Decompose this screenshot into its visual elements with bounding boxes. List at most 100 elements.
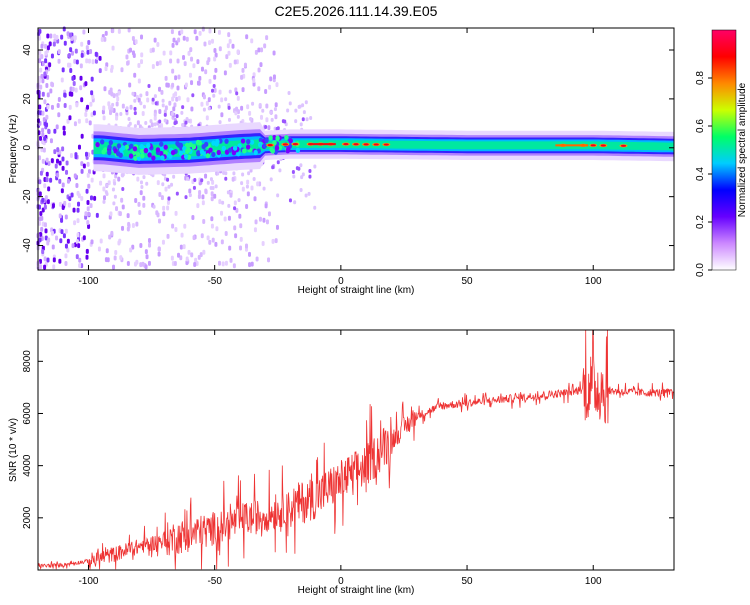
spectrogram-noise-cell: [63, 200, 67, 206]
spectrogram-noise-cell: [214, 184, 218, 189]
spectrogram-noise-cell: [44, 195, 48, 201]
spectrogram-noise-cell: [234, 87, 238, 93]
spectrogram-noise-cell: [291, 169, 295, 174]
spectrogram-noise-cell: [148, 242, 152, 248]
spectrogram-noise-cell: [61, 165, 65, 171]
colorbar-tick-label: 0.4: [695, 167, 706, 181]
spectrogram-noise-cell: [162, 211, 166, 217]
spectrogram-noise-cell: [86, 200, 90, 206]
spectrogram-noise-cell: [197, 254, 201, 260]
spectrogram-noise-cell: [44, 228, 48, 234]
x-tick-label: -50: [207, 276, 222, 287]
spectrogram-noise-cell: [175, 191, 179, 196]
spectrogram-noise-cell: [200, 101, 204, 107]
spectrogram-noise-cell: [52, 257, 56, 263]
spectrogram-noise-cell: [46, 92, 50, 98]
spectrogram-noise-cell: [46, 104, 50, 110]
spectrogram-band-blob: [178, 142, 183, 148]
spectrogram-noise-cell: [65, 169, 69, 175]
spectrogram-noise-cell: [120, 197, 124, 203]
spectrogram-noise-cell: [313, 164, 317, 169]
spectrogram-noise-cell: [57, 112, 61, 118]
spectrogram-noise-cell: [228, 62, 232, 68]
spectrogram-noise-cell: [267, 211, 271, 217]
spectrogram-noise-cell: [40, 215, 44, 221]
spectrogram-noise-cell: [139, 180, 143, 185]
spectrogram-noise-cell: [64, 214, 68, 220]
spectrogram-noise-cell: [184, 82, 188, 88]
spectrogram-noise-cell: [110, 91, 114, 97]
spectrogram-noise-cell: [133, 106, 137, 111]
spectrogram-hot-spot: [292, 143, 299, 146]
spectrogram-noise-cell: [109, 211, 113, 217]
spectrogram-noise-cell: [90, 239, 94, 245]
snr-frame: [37, 329, 675, 571]
spectrogram-noise-cell: [102, 115, 106, 121]
spectrogram-noise-cell: [85, 45, 89, 51]
spectrogram-noise-cell: [38, 155, 42, 161]
spectrogram-band-blob: [249, 139, 255, 145]
x-tick-label: -100: [78, 276, 98, 287]
colorbar-tick-label: 0.8: [695, 71, 706, 85]
spectrogram-frame: [37, 27, 675, 271]
spectrogram-noise-cell: [55, 235, 59, 241]
spectrogram-noise-cell: [227, 203, 231, 208]
spectrogram-band-blob: [155, 147, 161, 153]
spectrogram-noise-cell: [201, 26, 205, 32]
y-tick-label: -20: [22, 189, 33, 204]
spectrogram-noise-cell: [126, 226, 130, 232]
spectrogram-noise-cell: [41, 249, 45, 255]
spectrogram-noise-cell: [252, 176, 256, 181]
spectrogram-noise-cell: [127, 221, 131, 227]
spectrogram-noise-cell: [112, 201, 116, 206]
spectrogram-noise-cell: [85, 254, 89, 260]
spectrogram-noise-cell: [49, 88, 53, 94]
spectrogram-band-blob: [191, 144, 197, 150]
spectrogram-noise-cell: [202, 249, 206, 255]
spectrogram-noise-cell: [258, 216, 262, 222]
spectrogram-band-blob: [151, 155, 156, 161]
x-tick-label: 100: [585, 576, 602, 587]
spectrogram-noise-cell: [235, 207, 239, 213]
spectrogram-band-blob: [116, 143, 122, 149]
spectrogram-noise-cell: [164, 105, 168, 111]
spectrogram-noise-cell: [175, 114, 179, 119]
spectrogram-noise-cell: [286, 108, 290, 113]
spectrogram-noise-cell: [37, 204, 41, 210]
spectrogram-noise-cell: [175, 96, 179, 102]
spectrogram-noise-cell: [241, 87, 245, 93]
spectrogram-noise-cell: [63, 102, 67, 108]
spectrogram-noise-cell: [55, 34, 59, 40]
spectrogram-noise-cell: [245, 34, 249, 40]
spectrogram-noise-cell: [193, 262, 197, 268]
spectrogram-noise-cell: [60, 229, 64, 235]
spectrogram-noise-cell: [60, 188, 64, 194]
spectrogram-noise-cell: [40, 54, 44, 60]
spectrogram-noise-cell: [183, 61, 187, 67]
spectrogram-noise-cell: [256, 181, 260, 187]
spectrogram-noise-cell: [188, 72, 192, 78]
spectrogram-noise-cell: [234, 110, 238, 116]
spectrogram-band-blob: [146, 142, 151, 149]
spectrogram-noise-cell: [162, 50, 166, 56]
y-tick-label: 40: [22, 44, 33, 56]
spectrogram-band-blob: [132, 150, 137, 156]
spectrogram-noise-cell: [86, 206, 90, 212]
spectrogram-noise-cell: [77, 201, 81, 207]
spectrogram-noise-cell: [157, 251, 161, 257]
spectrogram-noise-cell: [235, 106, 239, 112]
spectrogram-noise-cell: [39, 170, 43, 176]
spectrogram-noise-cell: [91, 94, 95, 100]
spectrogram-noise-cell: [196, 59, 200, 65]
spectrogram-noise-cell: [149, 119, 153, 124]
spectrogram-noise-cell: [229, 257, 233, 263]
spectrogram-noise-cell: [68, 115, 72, 121]
spectrogram-noise-cell: [208, 78, 212, 84]
spectrogram-noise-cell: [76, 232, 80, 238]
spectrogram-noise-cell: [43, 264, 47, 270]
spectrogram-noise-cell: [48, 41, 52, 47]
spectrogram-noise-cell: [43, 121, 47, 127]
spectrogram-x-ticks: -100 -50 0 50 100: [78, 28, 602, 287]
spectrogram-band-blob: [253, 149, 258, 156]
